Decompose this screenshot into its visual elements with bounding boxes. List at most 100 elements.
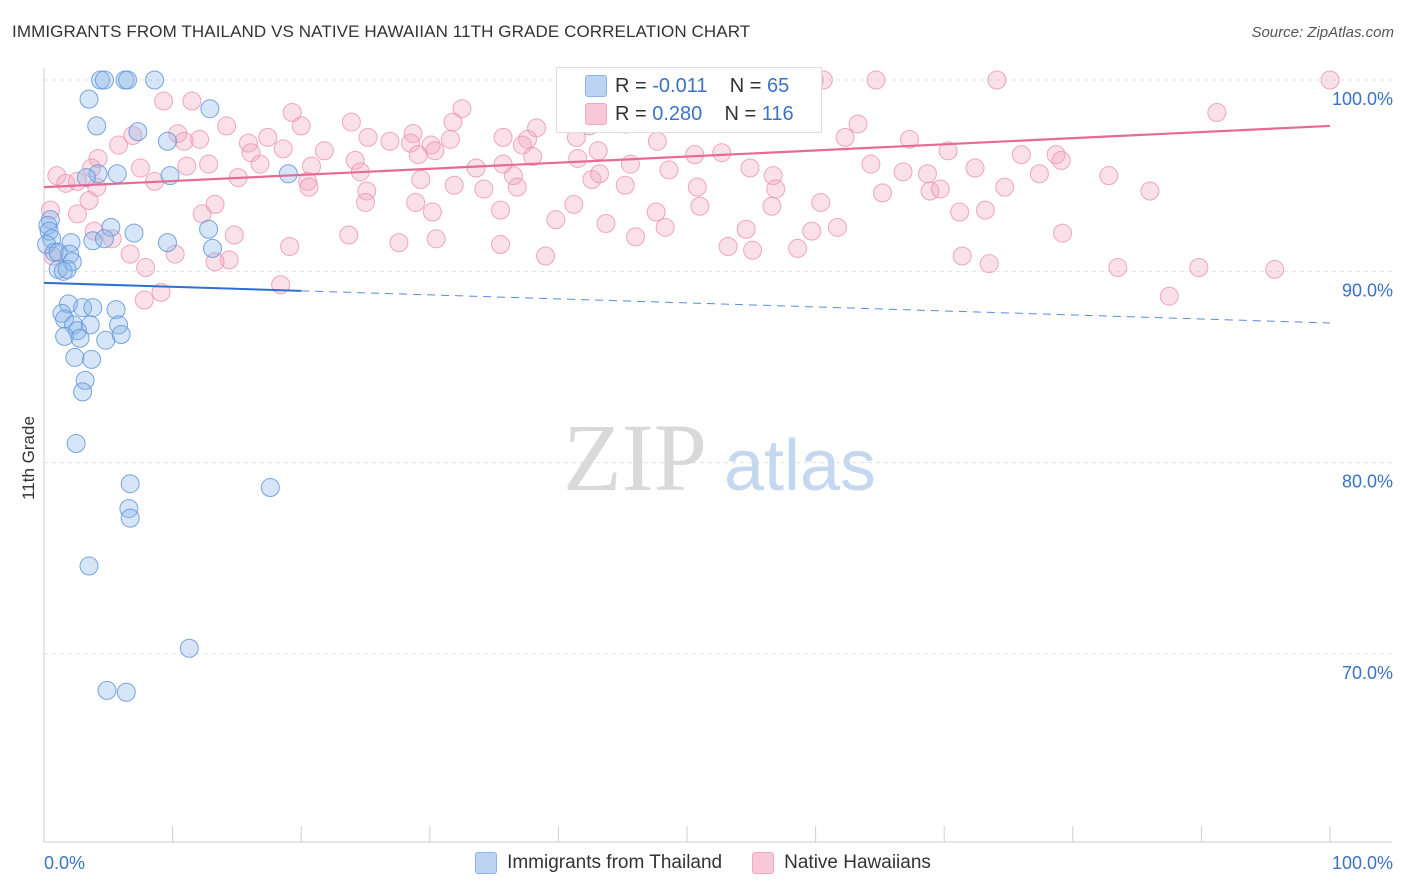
pink-point <box>590 164 610 184</box>
pink-point <box>647 131 667 151</box>
blue-point <box>73 298 93 318</box>
pink-point <box>425 141 445 161</box>
watermark-zip: ZIP <box>563 404 707 511</box>
pink-point <box>219 250 239 270</box>
pink-point <box>1207 103 1227 123</box>
pink-point <box>154 91 174 111</box>
pink-point <box>177 156 197 176</box>
blue-point <box>260 478 280 498</box>
blue-point <box>118 70 138 90</box>
pink-point <box>339 225 359 245</box>
pink-point <box>182 91 202 111</box>
blue-point <box>106 300 126 320</box>
stats-r-label: R = <box>615 74 647 97</box>
pink-point <box>408 145 428 165</box>
legend-swatch-blue <box>475 852 498 874</box>
pink-point <box>564 194 584 214</box>
pink-point <box>120 244 140 264</box>
pink-point <box>536 246 556 266</box>
pink-point <box>740 158 760 178</box>
pink-series <box>40 70 1340 310</box>
pink-point <box>168 124 188 144</box>
pink-point <box>341 112 361 132</box>
blue-point <box>66 434 86 454</box>
watermark: ZIP atlas <box>563 404 876 511</box>
pink-point <box>930 179 950 199</box>
grid-lines <box>44 79 1392 655</box>
stats-r-pink: 0.280 <box>652 102 703 125</box>
pink-trend-line <box>43 124 1331 189</box>
pink-point <box>690 196 710 216</box>
stats-n-label: N = <box>724 102 757 125</box>
legend-item-pink[interactable]: Native Hawaiians <box>752 852 931 874</box>
pink-point <box>1159 286 1179 306</box>
pink-point <box>136 258 156 278</box>
pink-point <box>596 214 616 233</box>
blue-point <box>120 474 140 494</box>
legend-label-blue: Immigrants from Thailand <box>507 852 723 873</box>
pink-point <box>345 150 365 170</box>
pink-point <box>282 103 302 123</box>
y-tick-label: 70.0% <box>1342 663 1393 683</box>
tick-labels: 100.0% 90.0% 80.0% 70.0% 0.0% 100.0% <box>44 89 1393 873</box>
blue-point <box>79 556 99 576</box>
pink-point <box>123 125 143 145</box>
pink-point <box>88 148 108 168</box>
blue-point <box>60 244 80 264</box>
blue-trend-line <box>43 281 302 292</box>
pink-point <box>811 192 831 212</box>
blue-point <box>73 382 93 402</box>
y-tick-label: 100.0% <box>1332 89 1393 109</box>
pink-point <box>258 127 278 147</box>
pink-point <box>250 154 270 174</box>
pink-point <box>766 179 786 199</box>
pink-point <box>626 227 646 247</box>
pink-point <box>718 236 738 256</box>
pink-point <box>298 171 318 191</box>
blue-point <box>179 638 199 658</box>
pink-point <box>190 129 210 149</box>
pink-point <box>1011 145 1031 165</box>
pink-point <box>151 282 171 302</box>
pink-point <box>422 202 442 222</box>
pink-point <box>1189 258 1209 278</box>
blue-trend-line-dashed <box>301 290 1331 324</box>
pink-point <box>1108 258 1128 278</box>
blue-point <box>200 99 220 119</box>
blue-point <box>75 370 95 390</box>
blue-point <box>157 233 177 253</box>
pink-point <box>546 210 566 230</box>
pink-point <box>1320 70 1340 90</box>
pink-point <box>938 141 958 161</box>
pink-point <box>861 154 881 174</box>
pink-point <box>358 127 378 147</box>
pink-point <box>743 240 763 260</box>
pink-point <box>280 236 300 256</box>
pink-point <box>866 70 886 90</box>
pink-point <box>389 233 409 253</box>
legend-item-blue[interactable]: Immigrants from Thailand <box>475 852 722 874</box>
pink-point <box>802 221 822 241</box>
pink-point <box>1051 150 1071 170</box>
pink-point <box>712 143 732 163</box>
y-tick-label: 80.0% <box>1342 472 1393 492</box>
pink-point <box>646 202 666 222</box>
pink-point <box>835 127 855 147</box>
legend-swatch-pink <box>752 852 775 874</box>
stats-swatch-pink <box>585 103 607 125</box>
blue-point <box>70 328 90 348</box>
stats-n-blue: 65 <box>766 74 790 97</box>
y-tick-label: 90.0% <box>1342 280 1393 300</box>
blue-point <box>202 238 222 258</box>
pink-point <box>975 200 995 220</box>
y-axis-label: 11th Grade <box>19 416 38 500</box>
pink-point <box>79 191 99 211</box>
pink-point <box>299 177 319 197</box>
pink-point <box>1099 166 1119 186</box>
pink-point <box>965 158 985 178</box>
pink-point <box>893 162 913 182</box>
pink-point <box>174 131 194 151</box>
pink-point <box>615 175 635 195</box>
blue-point <box>94 229 114 249</box>
